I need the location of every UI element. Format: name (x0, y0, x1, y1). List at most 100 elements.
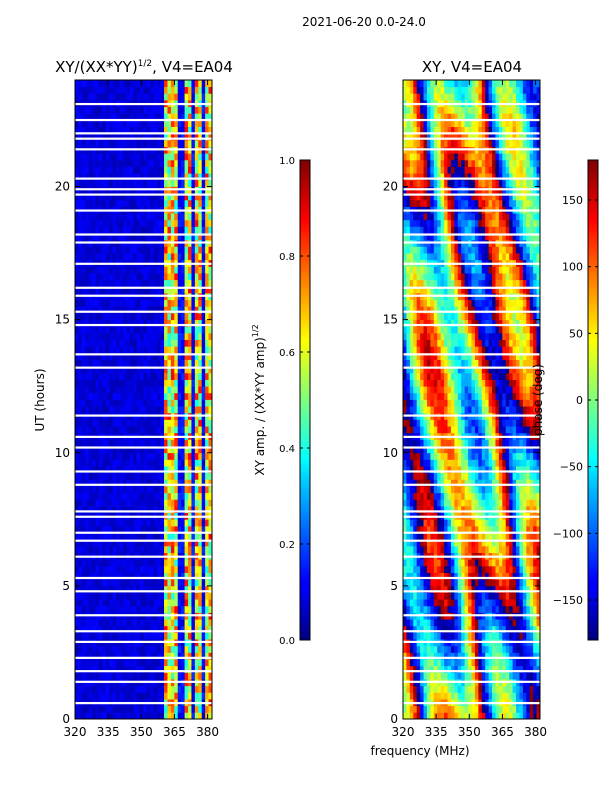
phase-heatmap-cell (430, 153, 435, 161)
amplitude-heatmap-cell (184, 379, 189, 387)
amplitude-heatmap-cell (81, 133, 86, 141)
amplitude-heatmap-cell (112, 193, 117, 201)
amplitude-heatmap-cell (140, 652, 144, 660)
amplitude-heatmap-cell (112, 519, 117, 527)
amplitude-heatmap-cell (198, 532, 203, 540)
amplitude-heatmap-cell (102, 466, 107, 474)
amplitude-heatmap-cell (194, 645, 199, 653)
amplitude-heatmap-cell (208, 705, 213, 713)
amplitude-heatmap-cell (81, 233, 86, 241)
amplitude-heatmap-cell (170, 199, 175, 207)
amplitude-heatmap-cell (194, 106, 199, 114)
amplitude-heatmap-cell (208, 426, 213, 434)
amplitude-heatmap-cell (85, 652, 90, 660)
amplitude-heatmap-cell (92, 579, 96, 587)
amplitude-heatmap-cell (126, 372, 131, 380)
amplitude-heatmap-cell (112, 299, 117, 307)
amplitude-heatmap-cell (191, 179, 196, 187)
amplitude-heatmap-cell (167, 113, 172, 121)
amplitude-heatmap-cell (205, 366, 209, 374)
amplitude-heatmap-cell (160, 599, 165, 607)
phase-heatmap-cell (423, 93, 428, 101)
phase-heatmap-cell (409, 632, 414, 640)
amplitude-heatmap-cell (167, 119, 172, 127)
amplitude-heatmap-cell (208, 126, 213, 134)
amplitude-heatmap-cell (98, 579, 103, 587)
amplitude-heatmap-cell (126, 279, 131, 287)
amplitude-heatmap-cell (98, 625, 103, 633)
amplitude-heatmap-cell (102, 339, 107, 347)
amplitude-heatmap-cell (109, 665, 114, 673)
amplitude-heatmap-cell (109, 692, 114, 700)
amplitude-heatmap-cell (133, 572, 138, 580)
amplitude-heatmap-cell (88, 226, 93, 234)
amplitude-heatmap-cell (78, 599, 83, 607)
amplitude-heatmap-cell (133, 446, 138, 454)
phase-heatmap-cell (430, 346, 435, 354)
amplitude-heatmap-cell (160, 93, 165, 101)
amplitude-heatmap-cell (177, 625, 182, 633)
amplitude-heatmap-cell (88, 219, 93, 227)
phase-heatmap-cell (406, 532, 411, 540)
phase-heatmap-cell (430, 113, 435, 121)
amplitude-heatmap-cell (129, 545, 134, 553)
amplitude-heatmap-cell (150, 273, 155, 281)
amplitude-heatmap-cell (133, 226, 138, 234)
phase-heatmap-cell (423, 545, 428, 553)
amplitude-heatmap-cell (116, 426, 120, 434)
amplitude-heatmap-cell (88, 266, 93, 274)
phase-heatmap-cell (430, 579, 435, 587)
amplitude-heatmap-cell (140, 452, 144, 460)
amplitude-colorbar-tick-label: 0.6 (279, 348, 295, 359)
amplitude-heatmap-cell (167, 565, 172, 573)
amplitude-heatmap-cell (164, 605, 168, 613)
amplitude-heatmap-cell (164, 492, 168, 500)
amplitude-heatmap-cell (198, 359, 203, 367)
amplitude-heatmap-cell (109, 332, 114, 340)
amplitude-heatmap-cell (153, 659, 158, 667)
phase-heatmap-cell (413, 286, 418, 294)
phase-heatmap-cell (420, 366, 424, 374)
amplitude-heatmap-cell (119, 133, 124, 141)
amplitude-heatmap-cell (191, 266, 196, 274)
phase-heatmap-cell (430, 339, 435, 347)
phase-heatmap-cell (420, 565, 424, 573)
amplitude-heatmap-cell (78, 659, 83, 667)
phase-heatmap-cell (437, 246, 442, 254)
amplitude-heatmap-cell (208, 392, 213, 400)
amplitude-heatmap-cell (198, 386, 203, 394)
amplitude-heatmap-cell (181, 532, 185, 540)
amplitude-heatmap-cell (167, 366, 172, 374)
amplitude-heatmap-cell (126, 572, 131, 580)
phase-heatmap-cell (420, 346, 424, 354)
phase-heatmap-cell (420, 312, 424, 321)
amplitude-heatmap-cell (208, 672, 213, 680)
amplitude-heatmap-cell (143, 705, 148, 713)
phase-heatmap-cell (406, 525, 411, 534)
amplitude-heatmap-cell (157, 399, 162, 407)
phase-heatmap-cell (437, 572, 442, 580)
amplitude-heatmap-cell (140, 619, 144, 627)
amplitude-heatmap-cell (150, 326, 155, 334)
amplitude-heatmap-cell (170, 459, 175, 467)
amplitude-heatmap-cell (116, 479, 120, 487)
amplitude-heatmap-cell (143, 619, 148, 627)
amplitude-heatmap-cell (198, 446, 203, 454)
phase-heatmap-cell (426, 712, 431, 720)
amplitude-heatmap-cell (150, 619, 155, 627)
amplitude-heatmap-cell (201, 139, 206, 147)
amplitude-heatmap-cell (98, 712, 103, 720)
phase-heatmap-cell (433, 685, 438, 693)
amplitude-heatmap-cell (194, 712, 199, 720)
amplitude-heatmap-cell (109, 93, 114, 101)
phase-heatmap-cell (409, 499, 414, 507)
amplitude-heatmap-cell (105, 506, 110, 514)
amplitude-heatmap-cell (201, 219, 206, 227)
amplitude-heatmap-cell (126, 133, 131, 141)
amplitude-heatmap-cell (167, 166, 172, 174)
amplitude-heatmap-cell (201, 133, 206, 141)
amplitude-heatmap-cell (167, 579, 172, 587)
amplitude-heatmap-cell (98, 399, 103, 407)
amplitude-heatmap-cell (177, 80, 182, 88)
